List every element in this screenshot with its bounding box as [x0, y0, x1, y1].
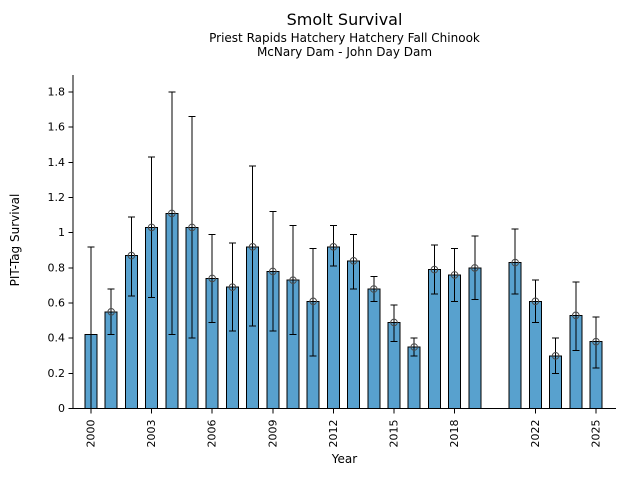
x-axis-label: Year [331, 452, 358, 466]
x-tick-label-2022: 2022 [529, 420, 542, 448]
y-tick-label-0.8: 0.8 [48, 261, 66, 274]
y-tick-label-1.4: 1.4 [48, 156, 66, 169]
marker-2025 [592, 337, 600, 346]
marker-2023 [551, 352, 560, 360]
marker-2016 [410, 343, 419, 351]
x-tick-label-2025: 2025 [590, 420, 603, 448]
y-tick-label-1.8: 1.8 [48, 86, 66, 99]
x-tick-label-2009: 2009 [266, 420, 279, 448]
marker-2014 [370, 285, 378, 293]
marker-2012 [329, 243, 338, 251]
y-tick-label-0: 0 [58, 402, 65, 415]
y-tick-label-1.6: 1.6 [48, 121, 66, 134]
chart-subtitle-stock: Priest Rapids Hatchery Hatchery Fall Chi… [209, 31, 480, 45]
marker-2007 [228, 283, 237, 292]
marker-2024 [572, 311, 580, 320]
y-tick-label-0.6: 0.6 [48, 297, 66, 310]
marker-2013 [349, 257, 358, 265]
marker-2017 [430, 265, 439, 274]
marker-2021 [511, 258, 520, 267]
marker-2002 [127, 251, 136, 260]
marker-2019 [471, 264, 479, 272]
marker-2018 [450, 271, 459, 279]
marker-2003 [147, 223, 156, 232]
y-tick-label-0.4: 0.4 [48, 332, 66, 345]
x-tick-label-2003: 2003 [145, 420, 158, 448]
marker-2006 [208, 274, 216, 283]
y-tick-label-0.2: 0.2 [48, 367, 66, 380]
chart-subtitle-reach: McNary Dam - John Day Dam [256, 45, 433, 59]
marker-2022 [531, 297, 540, 306]
y-tick-label-1: 1 [58, 226, 65, 239]
bar-2014 [367, 288, 381, 409]
x-tick-label-2018: 2018 [448, 420, 461, 448]
x-tick-label-2006: 2006 [206, 420, 219, 448]
marker-2008 [248, 243, 257, 251]
bar-2012 [326, 246, 340, 409]
marker-2010 [289, 276, 297, 285]
chart-title: Smolt Survival [286, 10, 403, 29]
marker-2004 [168, 209, 176, 218]
marker-2001 [107, 308, 115, 316]
marker-2009 [269, 267, 277, 276]
marker-2015 [390, 318, 398, 327]
x-tick-label-2000: 2000 [85, 420, 98, 448]
x-tick-label-2012: 2012 [327, 420, 340, 448]
marker-2005 [188, 223, 196, 232]
x-tick-label-2015: 2015 [388, 420, 401, 448]
y-tick-label-1.2: 1.2 [48, 191, 66, 204]
marker-2011 [309, 297, 318, 306]
